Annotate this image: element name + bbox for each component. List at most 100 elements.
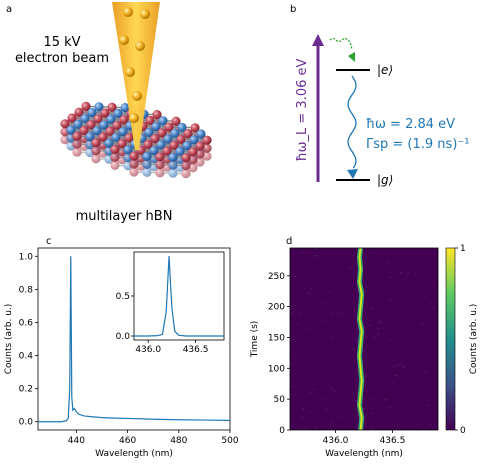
panel-d-plot-frame: [289, 247, 439, 431]
nitrogen-atom: [188, 155, 198, 165]
boron-atom: [196, 129, 206, 139]
emission-trace-core: [358, 248, 363, 430]
heatmap-noise-pixel: [321, 319, 325, 321]
heatmap-noise-pixel: [354, 338, 358, 340]
nitrogen-atom: [157, 128, 167, 138]
nitrogen-atom: [81, 101, 91, 111]
heatmap-noise-pixel: [356, 327, 360, 330]
nitrogen-atom: [188, 147, 198, 157]
nitrogen-atom: [93, 114, 103, 124]
panel-c-ylabel: Counts (arb. u.): [4, 304, 14, 375]
nitrogen-atom: [100, 108, 110, 118]
x-tick-label: 500: [221, 436, 238, 446]
inset-y-tick-label: 0.5: [116, 292, 130, 302]
nitrogen-atom: [202, 143, 212, 153]
heatmap-noise-pixel: [355, 340, 359, 342]
heatmap-noise-pixel: [387, 338, 391, 340]
boron-atom: [66, 125, 76, 135]
heatmap-noise-pixel: [330, 387, 334, 389]
heatmap-noise-pixel: [384, 398, 388, 401]
panel-d-ylabel: Time (s): [250, 321, 260, 359]
heatmap-noise-pixel: [355, 290, 359, 292]
boron-atom: [111, 132, 121, 142]
nitrogen-atom: [86, 120, 96, 130]
heatmap-noise-pixel: [402, 366, 406, 369]
heatmap-noise-pixel: [391, 382, 395, 384]
decay-rate-label: Γsp = (1.9 ns)⁻¹: [366, 137, 469, 152]
heatmap-noise-pixel: [406, 414, 410, 416]
nitrogen-atom: [155, 168, 165, 178]
heatmap-noise-pixel: [427, 404, 431, 406]
nitrogen-atom: [183, 129, 193, 139]
heatmap-noise-pixel: [363, 257, 367, 259]
nitrogen-atom: [176, 134, 186, 144]
heatmap-noise-pixel: [331, 336, 335, 339]
heatmap-noise-pixel: [342, 311, 346, 313]
panel-d-axis-ticks: 436.0 436.5 0 50 100 150 200 250: [268, 272, 406, 446]
heatmap-noise-pixel: [396, 364, 400, 366]
nitrogen-atom: [202, 135, 212, 145]
hbn-caption: multilayer hBN: [76, 209, 173, 224]
boron-atom: [104, 138, 114, 148]
nitrogen-atom: [119, 115, 129, 125]
nitrogen-atom: [72, 139, 82, 149]
boron-atom: [94, 102, 104, 112]
boron-atom: [168, 160, 178, 170]
panel-c-label: c: [46, 236, 52, 247]
nitrogen-atom: [105, 126, 115, 136]
electron-particle: [125, 67, 135, 77]
heatmap-noise-pixel: [422, 296, 426, 298]
panel-a-label: a: [6, 4, 12, 15]
y-tick-label: 0: [279, 426, 285, 436]
nonradiative-decay-arrow: [329, 37, 353, 51]
heatmap-noise-pixel: [307, 411, 311, 413]
nitrogen-atom: [107, 102, 117, 112]
heatmap-noise-pixel: [329, 422, 333, 424]
nitrogen-atom: [150, 134, 160, 144]
heatmap-noise-pixel: [314, 254, 318, 257]
heatmap-noise-pixel: [303, 428, 307, 430]
heatmap-noise-pixel: [324, 301, 328, 304]
heatmap-noise-pixel: [377, 322, 381, 324]
heatmap-noise-pixel: [414, 274, 418, 276]
y-tick-label: 150: [268, 333, 285, 343]
boron-atom: [158, 116, 168, 126]
nitrogen-atom: [98, 132, 108, 142]
nitrogen-atom: [124, 133, 134, 143]
x-tick-label: 440: [68, 436, 85, 446]
heatmap-noise-pixel: [368, 324, 372, 326]
boron-atom: [106, 114, 116, 124]
nitrogen-atom: [67, 113, 77, 123]
heatmap-noise-pixel: [324, 399, 328, 401]
heatmap-noise-pixel: [312, 388, 316, 390]
y-tick-label: 100: [268, 364, 285, 374]
heatmap-noise-pixel: [369, 399, 373, 401]
heatmap-noise-pixel: [394, 374, 398, 377]
y-tick-label: 200: [268, 303, 285, 313]
heatmap-noise-pixel: [329, 291, 333, 293]
y-tick-label: 50: [274, 395, 286, 405]
inset-axis-ticks: 436.0 436.5 0.0 0.5: [116, 292, 209, 355]
electron-particle: [123, 7, 133, 17]
heatmap-noise-pixel: [355, 316, 359, 318]
heatmap-noise-pixel: [370, 428, 374, 430]
nitrogen-atom: [181, 161, 191, 171]
y-tick-label: 0.8: [19, 285, 34, 295]
inset-plot-frame: [133, 251, 225, 341]
boron-atom: [92, 126, 102, 136]
emission-photon-arrow: [347, 75, 357, 169]
nitrogen-atom: [155, 152, 165, 162]
heatmap-noise-pixel: [362, 350, 366, 352]
panel-c-xlabel: Wavelength (nm): [95, 449, 173, 459]
y-tick-label: 1.0: [19, 252, 34, 262]
nitrogen-atom: [74, 107, 84, 117]
heatmap-noise-pixel: [293, 276, 297, 278]
colorbar-tick-label: 1: [460, 244, 466, 254]
inset-x-tick-label: 436.5: [183, 345, 209, 355]
x-tick-label: 460: [119, 436, 136, 446]
ground-state-label: |g⟩: [377, 173, 393, 187]
heatmap-noise-pixel: [363, 290, 367, 292]
heatmap-noise-pixel: [337, 313, 341, 315]
nitrogen-atom: [190, 123, 200, 133]
nitrogen-atom: [79, 125, 89, 135]
